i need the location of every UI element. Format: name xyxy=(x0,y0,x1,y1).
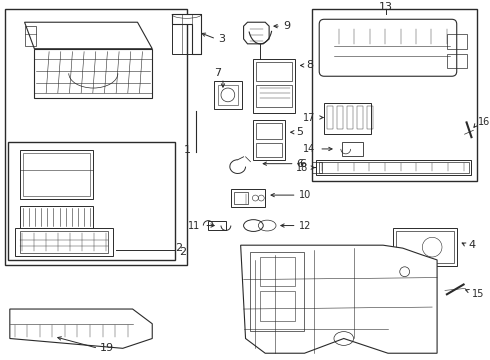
Bar xyxy=(5,9,187,265)
Bar xyxy=(312,162,322,174)
Text: 2: 2 xyxy=(175,243,182,253)
Text: 13: 13 xyxy=(379,3,393,13)
Bar xyxy=(20,231,108,253)
Polygon shape xyxy=(324,24,454,68)
Bar xyxy=(342,142,364,156)
Bar xyxy=(357,106,363,129)
Bar xyxy=(260,257,294,287)
Text: 16: 16 xyxy=(478,117,490,127)
Bar xyxy=(256,85,292,107)
Text: 6: 6 xyxy=(299,159,307,169)
Text: 19: 19 xyxy=(100,343,114,353)
Text: 6: 6 xyxy=(296,159,304,169)
Text: 2: 2 xyxy=(179,247,186,257)
Bar xyxy=(337,106,343,129)
Text: 17: 17 xyxy=(303,113,315,122)
Bar xyxy=(260,291,294,321)
Text: 14: 14 xyxy=(303,144,315,154)
Bar xyxy=(447,34,466,49)
Text: 1: 1 xyxy=(184,145,191,155)
Bar xyxy=(214,81,242,109)
Polygon shape xyxy=(34,49,152,98)
Text: 9: 9 xyxy=(283,21,290,31)
Bar xyxy=(172,14,201,54)
Bar xyxy=(234,192,247,204)
Bar xyxy=(231,189,265,207)
Bar xyxy=(327,106,333,129)
Text: 3: 3 xyxy=(218,34,225,44)
Bar xyxy=(23,153,90,196)
Bar xyxy=(312,9,477,181)
Polygon shape xyxy=(241,245,437,353)
Bar xyxy=(319,162,468,172)
Text: 7: 7 xyxy=(215,68,221,78)
Bar xyxy=(324,103,371,134)
Bar xyxy=(253,121,285,160)
Text: 12: 12 xyxy=(298,221,311,230)
Bar xyxy=(15,229,113,256)
Bar xyxy=(24,26,36,46)
Bar xyxy=(208,221,226,230)
Bar xyxy=(8,142,175,260)
Text: 15: 15 xyxy=(471,289,484,299)
Bar xyxy=(316,160,471,175)
Polygon shape xyxy=(10,309,152,348)
Bar xyxy=(218,85,238,105)
Polygon shape xyxy=(24,22,152,49)
Bar xyxy=(256,143,282,157)
Bar xyxy=(368,106,373,129)
Bar xyxy=(256,123,282,139)
Text: 8: 8 xyxy=(306,60,314,71)
Bar xyxy=(20,150,93,199)
Text: 4: 4 xyxy=(468,240,476,250)
Polygon shape xyxy=(172,14,201,54)
Text: 10: 10 xyxy=(298,190,311,200)
Text: 5: 5 xyxy=(296,127,304,137)
Bar xyxy=(253,59,294,113)
Bar xyxy=(347,106,353,129)
Bar xyxy=(447,54,466,68)
Text: 18: 18 xyxy=(296,163,308,172)
Bar xyxy=(393,229,457,266)
Bar xyxy=(396,231,454,263)
FancyBboxPatch shape xyxy=(319,19,457,76)
Polygon shape xyxy=(244,22,269,44)
Bar xyxy=(256,62,292,81)
Bar xyxy=(20,206,93,228)
Bar xyxy=(250,252,304,330)
Text: 11: 11 xyxy=(188,221,200,230)
